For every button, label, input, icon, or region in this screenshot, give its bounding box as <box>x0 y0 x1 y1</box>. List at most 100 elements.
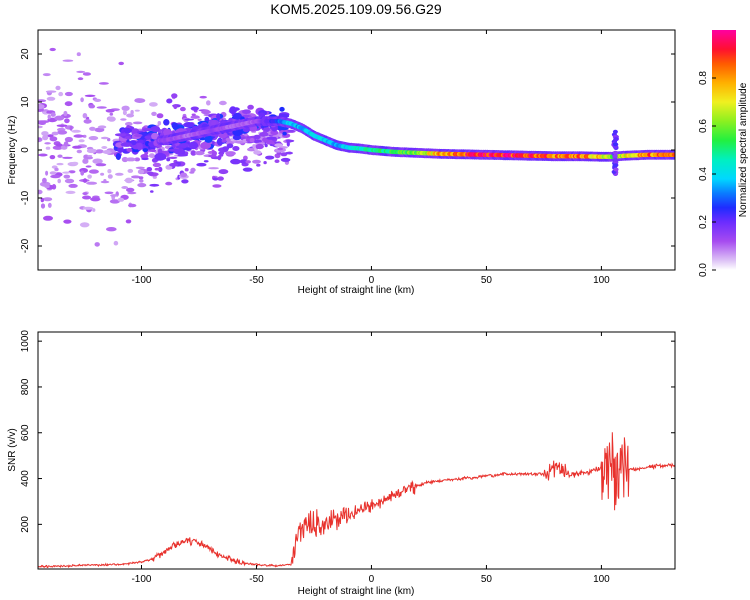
spectral-noise-cell <box>115 172 124 176</box>
spectral-noise-cell <box>85 165 92 168</box>
spectral-noise-cell <box>190 106 199 111</box>
spectral-noise-cell <box>171 93 178 99</box>
spectral-noise-cell <box>212 177 219 181</box>
spectral-noise-cell <box>150 190 154 193</box>
spectral-band-cell <box>270 130 279 136</box>
spectral-noise-cell <box>54 115 65 121</box>
spectral-noise-cell <box>57 154 63 158</box>
spectral-noise-cell <box>285 139 295 143</box>
spectral-noise-cell <box>247 147 256 152</box>
spectral-noise-cell <box>101 146 108 149</box>
spectral-band-cell <box>126 148 133 152</box>
spectral-noise-cell <box>285 151 293 155</box>
spectral-noise-cell <box>50 174 61 179</box>
spectral-noise-cell <box>100 180 110 184</box>
spectral-noise-cell <box>64 136 73 143</box>
spectrogram-y-label: Frequency (Hz) <box>7 116 18 185</box>
spectral-band-cell <box>124 136 132 140</box>
spike-cell <box>612 163 618 168</box>
x-tick-label: 100 <box>593 275 610 286</box>
spectral-noise-cell <box>125 219 132 224</box>
spectral-noise-cell <box>83 119 92 124</box>
spectral-noise-cell <box>83 154 89 160</box>
spectral-noise-cell <box>57 178 61 184</box>
spectral-noise-cell <box>253 150 262 155</box>
spectral-noise-cell <box>95 149 104 154</box>
spectral-noise-cell <box>190 115 200 119</box>
spike-cell <box>613 157 619 162</box>
spectral-noise-cell <box>82 206 94 210</box>
spectral-noise-cell <box>149 102 158 107</box>
spectral-noise-cell <box>76 52 81 57</box>
spectral-noise-cell <box>156 113 164 119</box>
spectral-noise-cell <box>253 134 261 140</box>
spectral-noise-cell <box>42 177 47 184</box>
spectral-band-cell <box>171 122 178 129</box>
spectral-noise-cell <box>166 98 173 104</box>
spectral-noise-cell <box>109 199 120 204</box>
spectral-noise-cell <box>71 161 79 165</box>
spectral-noise-cell <box>80 170 85 176</box>
spectral-noise-cell <box>242 167 253 172</box>
spectral-band-cell <box>200 141 212 150</box>
spectral-noise-cell <box>127 168 134 173</box>
spectral-noise-cell <box>38 99 47 103</box>
spectral-noise-cell <box>131 175 141 179</box>
colorbar-tick-label: 0.6 <box>698 119 709 133</box>
spectral-noise-cell <box>62 59 74 62</box>
spectral-noise-cell <box>86 181 98 185</box>
spectral-noise-cell <box>266 136 277 140</box>
colorbar-ticks: 0.0 0.2 0.4 0.6 0.8 <box>698 71 716 277</box>
spectral-noise-cell <box>181 179 189 184</box>
spectral-noise-cell <box>41 131 49 136</box>
spectral-noise-cell <box>124 177 133 184</box>
spectral-noise-cell <box>263 161 267 165</box>
spectral-noise-cell <box>98 82 109 85</box>
spectral-noise-cell <box>139 179 144 183</box>
spectral-noise-cell <box>121 186 129 189</box>
spectral-noise-cell <box>52 145 64 150</box>
spectral-noise-cell <box>38 189 43 195</box>
spectral-band-cell <box>221 139 227 143</box>
spectral-noise-cell <box>105 109 115 113</box>
spectral-noise-cell <box>243 155 248 161</box>
spectral-noise-cell <box>62 156 73 159</box>
spectral-noise-cell <box>256 163 261 167</box>
spectral-noise-cell <box>189 171 195 174</box>
spectral-noise-cell <box>65 190 76 194</box>
spectral-noise-cell <box>125 121 133 127</box>
spectral-noise-cell <box>82 113 88 119</box>
spectral-band-cell <box>142 128 154 132</box>
spectral-noise-cell <box>106 227 117 232</box>
y-tick-label: -10 <box>20 190 31 205</box>
spectral-noise-cell <box>57 130 68 135</box>
spectral-noise-cell <box>58 91 64 97</box>
spectral-noise-cell <box>135 166 145 169</box>
spectral-noise-cell <box>245 160 251 164</box>
spectral-noise-cell <box>239 159 248 164</box>
x-tick-label: 50 <box>481 574 493 585</box>
spectral-noise-cell <box>134 109 140 112</box>
spectral-band-cell <box>247 104 254 110</box>
spectral-noise-cell <box>40 203 46 209</box>
spectral-noise-cell <box>137 169 145 175</box>
spectrogram-heatmap <box>38 47 675 247</box>
spectral-band-cell <box>233 112 242 120</box>
spectral-noise-cell <box>274 143 283 148</box>
spectral-band-cell <box>120 142 133 147</box>
spectrogram-y-ticks: -20 -10 0 10 20 <box>20 48 675 253</box>
spectral-noise-cell <box>154 167 160 171</box>
spectral-noise-cell <box>94 242 100 247</box>
spectral-noise-cell <box>126 113 135 118</box>
spectral-noise-cell <box>208 154 217 158</box>
spectral-noise-cell <box>64 101 73 107</box>
spectral-noise-cell <box>184 118 195 121</box>
spectral-noise-cell <box>190 150 197 156</box>
spectral-noise-cell <box>122 110 127 116</box>
spectral-noise-cell <box>255 143 264 150</box>
spectral-noise-cell <box>82 158 89 164</box>
spectral-noise-cell <box>191 113 196 116</box>
spectral-band-cell <box>167 148 180 152</box>
spectral-noise-cell <box>45 170 49 176</box>
